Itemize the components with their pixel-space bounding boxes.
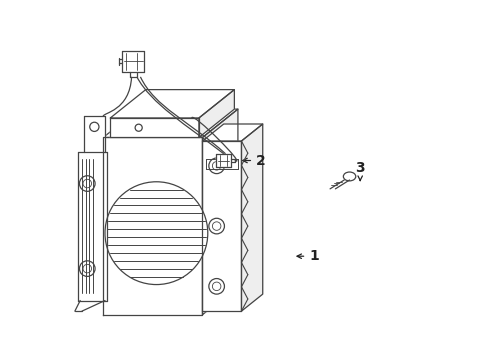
Polygon shape <box>202 141 242 311</box>
Polygon shape <box>110 90 234 118</box>
Polygon shape <box>202 109 238 315</box>
Text: 2: 2 <box>243 153 266 167</box>
Circle shape <box>105 182 208 284</box>
Polygon shape <box>122 51 145 72</box>
Polygon shape <box>103 109 238 138</box>
Polygon shape <box>103 138 202 315</box>
Polygon shape <box>202 124 263 141</box>
Polygon shape <box>199 90 234 138</box>
Polygon shape <box>84 116 105 152</box>
Polygon shape <box>110 118 199 138</box>
Polygon shape <box>242 124 263 311</box>
Text: 1: 1 <box>297 249 319 263</box>
Text: 3: 3 <box>355 161 365 181</box>
Polygon shape <box>216 154 231 167</box>
Polygon shape <box>78 152 107 301</box>
